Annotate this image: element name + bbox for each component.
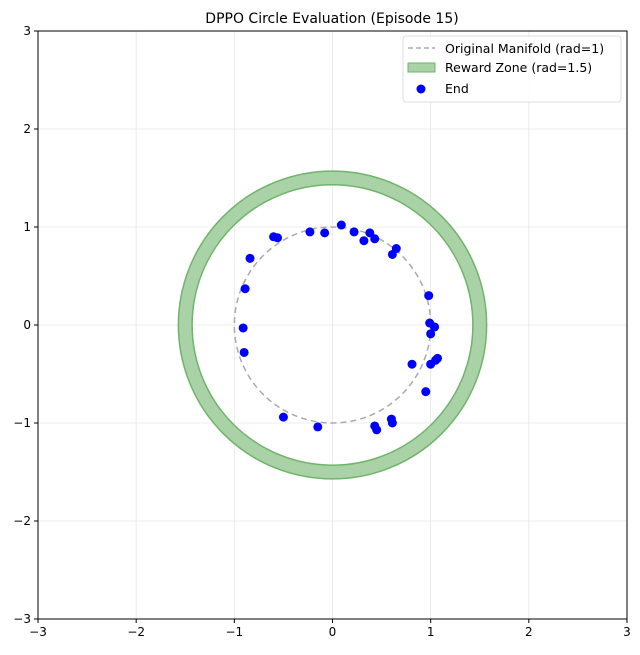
x-tick-label: −1 xyxy=(225,625,243,639)
grid xyxy=(37,30,628,620)
end-point xyxy=(239,347,249,357)
axis-ticks: −3 −2 −1 0 1 2 3 −3 −2 −1 0 1 2 3 xyxy=(13,24,631,639)
x-tick-label: 1 xyxy=(427,625,435,639)
end-point xyxy=(387,249,397,259)
y-tick-label: −2 xyxy=(13,514,31,528)
end-point xyxy=(240,284,250,294)
legend-end-swatch xyxy=(416,84,426,94)
end-point xyxy=(421,387,431,397)
end-point xyxy=(359,236,369,246)
end-point xyxy=(245,253,255,263)
end-point xyxy=(273,233,283,243)
y-tick-label: 0 xyxy=(23,318,31,332)
y-tick-label: −3 xyxy=(13,612,31,626)
x-tick-label: 2 xyxy=(525,625,533,639)
reward-zone xyxy=(177,170,488,480)
end-point xyxy=(336,220,346,230)
end-point xyxy=(424,291,434,301)
reward-zone-annulus xyxy=(177,170,488,480)
y-tick-label: −1 xyxy=(13,416,31,430)
x-tick-label: 3 xyxy=(623,625,631,639)
x-tick-label: 0 xyxy=(329,625,337,639)
end-point xyxy=(305,227,315,237)
y-tick-label: 3 xyxy=(23,24,31,38)
end-point xyxy=(238,323,248,333)
legend-zone-swatch xyxy=(407,62,436,73)
end-point xyxy=(430,322,440,332)
legend-zone-label: Reward Zone (rad=1.5) xyxy=(445,60,592,75)
x-tick-label: −2 xyxy=(127,625,145,639)
legend-manifold-label: Original Manifold (rad=1) xyxy=(445,41,604,56)
chart-title: DPPO Circle Evaluation (Episode 15) xyxy=(205,11,458,27)
end-point xyxy=(407,359,417,369)
end-point xyxy=(426,329,436,339)
y-tick-label: 2 xyxy=(23,122,31,136)
end-point xyxy=(372,425,382,435)
x-tick-label: −3 xyxy=(29,625,47,639)
end-point xyxy=(349,227,359,237)
end-point xyxy=(278,412,288,422)
y-tick-label: 1 xyxy=(23,220,31,234)
end-point xyxy=(320,228,330,238)
legend-end-label: End xyxy=(445,81,469,96)
end-point xyxy=(313,422,323,432)
end-point xyxy=(370,234,380,244)
end-point xyxy=(387,418,397,428)
end-point xyxy=(431,355,441,365)
end-points xyxy=(238,220,443,435)
legend: Original Manifold (rad=1) Reward Zone (r… xyxy=(402,35,622,103)
